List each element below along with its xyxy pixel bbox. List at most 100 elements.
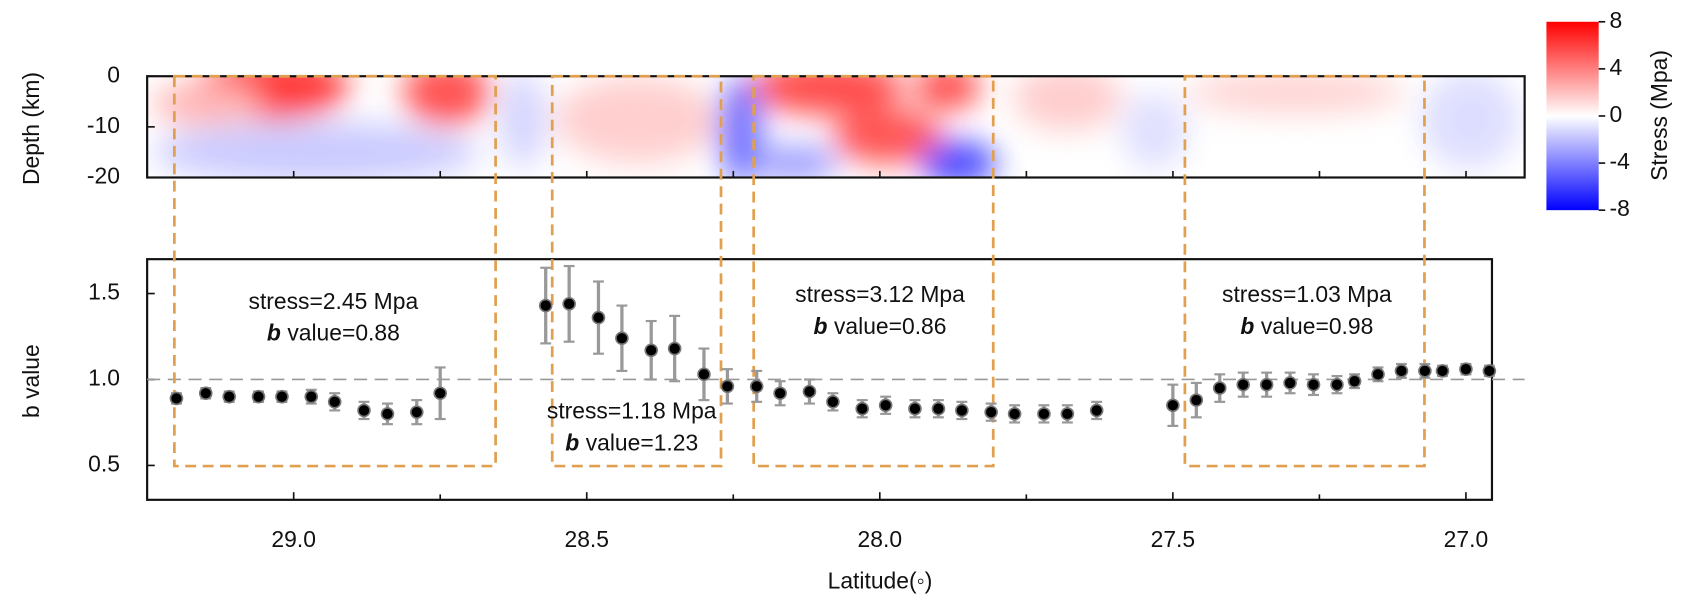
annotation-b-symbol: b (565, 429, 579, 455)
data-point (1089, 400, 1104, 421)
point (1347, 374, 1362, 389)
data-point (562, 264, 576, 343)
data-point (1007, 404, 1022, 424)
colorbar-tick-label: 4 (1610, 54, 1623, 80)
data-point (955, 400, 969, 421)
point (1189, 393, 1204, 407)
colorbar-tick-label: 0 (1610, 101, 1623, 127)
data-point (667, 314, 682, 383)
heatmap-y-label: Depth (km) (18, 72, 44, 185)
point (1371, 367, 1385, 382)
point (222, 389, 237, 404)
y-tick-label: 1.0 (88, 365, 120, 391)
annotation-b-symbol: b (267, 319, 281, 345)
data-point (1459, 362, 1473, 376)
point (615, 331, 629, 346)
annotation-stress: stress=2.45 Mpa (249, 288, 419, 314)
point (773, 386, 787, 401)
annotation-b: b value=0.98 (1240, 313, 1373, 339)
x-tick-label: 27.0 (1444, 526, 1489, 552)
point (720, 379, 735, 394)
point (855, 401, 870, 416)
data-point (275, 389, 289, 404)
point (591, 310, 606, 325)
data-point (1330, 374, 1344, 395)
point (878, 398, 893, 413)
point (908, 401, 922, 416)
data-point (644, 319, 659, 381)
data-point (1435, 364, 1450, 378)
colorbar-tick-label: -4 (1610, 148, 1631, 174)
y-tick-label: 0.5 (88, 450, 120, 476)
annotation-stress: stress=1.18 Mpa (547, 398, 717, 424)
x-tick-label: 28.5 (564, 526, 609, 552)
data-point (591, 280, 606, 355)
point (826, 395, 840, 409)
point (1283, 376, 1297, 390)
y-tick-label: -10 (87, 112, 120, 138)
point (380, 407, 395, 421)
region-box (1183, 74, 1426, 468)
point (749, 379, 764, 394)
point (1482, 364, 1497, 378)
annotation-b-text: value=1.23 (586, 429, 699, 455)
x-tick-label: 28.0 (858, 526, 903, 552)
point (357, 403, 371, 418)
data-point (1037, 404, 1051, 424)
data-point (931, 399, 946, 419)
point (198, 386, 213, 401)
data-point (1259, 371, 1274, 398)
data-point (984, 402, 998, 422)
data-point (1236, 371, 1251, 398)
data-point (615, 304, 629, 372)
annotation-stress: stress=3.12 Mpa (795, 281, 965, 307)
point (327, 395, 342, 409)
data-point (251, 389, 266, 404)
point (1394, 364, 1409, 378)
data-point (1371, 366, 1385, 383)
data-point (1189, 381, 1204, 419)
point (1435, 364, 1450, 378)
annotation-b: b value=0.86 (813, 313, 946, 339)
point (275, 389, 289, 404)
point (1418, 364, 1432, 378)
data-point (773, 380, 787, 407)
data-point (409, 399, 424, 426)
colorbar-tick-label: -8 (1610, 195, 1630, 221)
data-point (1060, 404, 1075, 424)
annotation-b-symbol: b (1240, 313, 1254, 339)
colorbar-label: Stress (Mpa) (1646, 50, 1672, 181)
point (1037, 407, 1051, 421)
data-point (878, 395, 893, 415)
point (1212, 381, 1227, 395)
y-axis-label: b value (18, 344, 44, 418)
point (931, 401, 946, 416)
data-point (1212, 373, 1227, 403)
x-tick-label: 27.5 (1151, 526, 1196, 552)
data-point (1306, 373, 1321, 397)
data-point (802, 378, 817, 405)
data-point (749, 369, 764, 403)
data-point (380, 402, 395, 426)
data-point (327, 392, 342, 412)
annotation-b-text: value=0.98 (1261, 313, 1374, 339)
data-point (1283, 371, 1297, 395)
data-point (357, 400, 371, 421)
annotation-b-text: value=0.88 (287, 319, 400, 345)
point (1236, 377, 1251, 392)
point (304, 389, 319, 404)
data-point (222, 389, 237, 404)
x-axis-label: Latitude(◦) (828, 568, 933, 594)
point (1060, 407, 1075, 421)
x-tick-label: 29.0 (271, 526, 315, 552)
point (1007, 407, 1022, 421)
colorbar (1546, 21, 1599, 211)
data-point (1394, 362, 1409, 379)
data-point (304, 388, 319, 405)
y-tick-label: 0 (107, 61, 120, 87)
point (1459, 362, 1473, 376)
annotation-b-symbol: b (813, 313, 827, 339)
colorbar-tick-label: 8 (1610, 7, 1623, 33)
y-tick-label: -20 (87, 163, 120, 189)
data-point (1482, 364, 1497, 378)
